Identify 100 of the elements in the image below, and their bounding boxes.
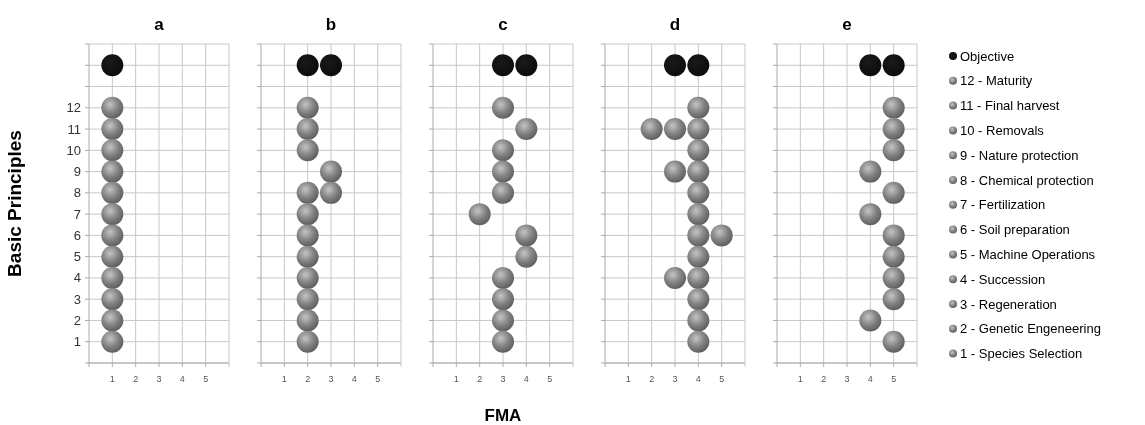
x-tick-label: 2: [133, 374, 139, 384]
legend-label: 10 - Removals: [960, 122, 1045, 138]
point: [492, 181, 514, 204]
point: [468, 203, 491, 226]
point: [296, 330, 319, 353]
point: [296, 224, 319, 247]
point: [296, 288, 319, 311]
chart-title: a: [154, 15, 165, 34]
x-tick-label: 3: [672, 374, 678, 384]
point: [859, 203, 882, 226]
legend-label: 6 - Soil preparation: [960, 222, 1070, 238]
point: [296, 139, 319, 162]
point: [664, 54, 686, 77]
point: [687, 160, 710, 183]
x-tick-label: 4: [695, 374, 701, 384]
point: [687, 245, 710, 268]
point: [882, 96, 905, 119]
x-tick-label: 4: [351, 374, 357, 384]
y-tick-label: 11: [67, 121, 81, 137]
x-tick-label: 5: [719, 374, 725, 384]
point: [882, 330, 905, 353]
y-tick-label: 8: [73, 185, 81, 201]
point: [492, 54, 514, 77]
point: [664, 160, 686, 183]
point: [882, 266, 905, 289]
legend-label: 9 - Nature protection: [960, 147, 1079, 163]
x-tick-label: 1: [625, 374, 631, 384]
y-tick-label: 9: [73, 164, 81, 180]
legend-label: 1 - Species Selection: [960, 346, 1083, 362]
x-tick-label: 1: [281, 374, 287, 384]
point: [515, 224, 538, 247]
point: [296, 266, 319, 289]
x-tick-label: 2: [477, 374, 483, 384]
point: [687, 181, 710, 204]
point: [687, 309, 710, 332]
x-tick-label: 2: [649, 374, 655, 384]
point: [882, 118, 905, 141]
point: [859, 54, 882, 77]
x-tick-label: 5: [203, 374, 209, 384]
point: [687, 224, 710, 247]
x-tick-label: 4: [523, 374, 529, 384]
y-tick-label: 7: [73, 206, 81, 222]
point: [859, 309, 882, 332]
point: [664, 118, 686, 141]
x-tick-label: 1: [109, 374, 115, 384]
x-tick-label: 3: [328, 374, 334, 384]
x-tick-label: 1: [453, 374, 459, 384]
y-axis-title: Basic Principles: [4, 130, 25, 277]
point: [687, 96, 710, 119]
x-tick-label: 5: [891, 374, 897, 384]
point: [710, 224, 733, 247]
legend-label: 2 - Genetic Engeneering: [960, 321, 1101, 337]
x-tick-label: 4: [179, 374, 185, 384]
y-tick-label: 3: [73, 291, 81, 307]
point: [296, 245, 319, 268]
point: [882, 181, 905, 204]
x-tick-label: 4: [867, 374, 873, 384]
y-tick-label: 4: [73, 270, 81, 286]
point: [320, 160, 342, 183]
x-tick-label: 1: [797, 374, 803, 384]
y-tick-label: 2: [73, 313, 81, 329]
x-tick-label: 2: [821, 374, 827, 384]
y-tick-label: 5: [73, 249, 81, 265]
point: [515, 54, 538, 77]
x-tick-label: 3: [500, 374, 506, 384]
point: [882, 54, 905, 77]
point: [492, 96, 514, 119]
point: [515, 245, 538, 268]
x-axis-title: FMA: [484, 406, 522, 425]
legend-label: Objective: [960, 48, 1015, 64]
legend-label: 3 - Regeneration: [960, 296, 1057, 312]
chart-title: c: [498, 15, 508, 34]
legend-label: 11 - Final harvest: [960, 98, 1060, 114]
x-tick-label: 2: [305, 374, 311, 384]
chart-title: d: [669, 15, 681, 34]
y-tick-label: 10: [66, 142, 81, 158]
point: [515, 118, 538, 141]
x-tick-label: 3: [844, 374, 850, 384]
point: [492, 330, 514, 353]
legend-label: 8 - Chemical protection: [960, 172, 1094, 188]
y-tick-label: 12: [66, 100, 81, 116]
point: [687, 118, 710, 141]
legend-label: 5 - Machine Operations: [960, 246, 1096, 262]
point: [859, 160, 882, 183]
point: [296, 54, 319, 77]
y-tick-label: 1: [73, 334, 81, 350]
point: [882, 139, 905, 162]
chart-title: b: [325, 15, 337, 34]
point: [296, 203, 319, 226]
x-tick-label: 5: [375, 374, 381, 384]
point: [687, 266, 710, 289]
point: [687, 288, 710, 311]
x-tick-label: 5: [547, 374, 553, 384]
point: [882, 224, 905, 247]
point: [296, 118, 319, 141]
chart-title: e: [842, 15, 852, 34]
point: [296, 181, 319, 204]
point: [492, 139, 514, 162]
point: [882, 288, 905, 311]
point: [320, 54, 342, 77]
